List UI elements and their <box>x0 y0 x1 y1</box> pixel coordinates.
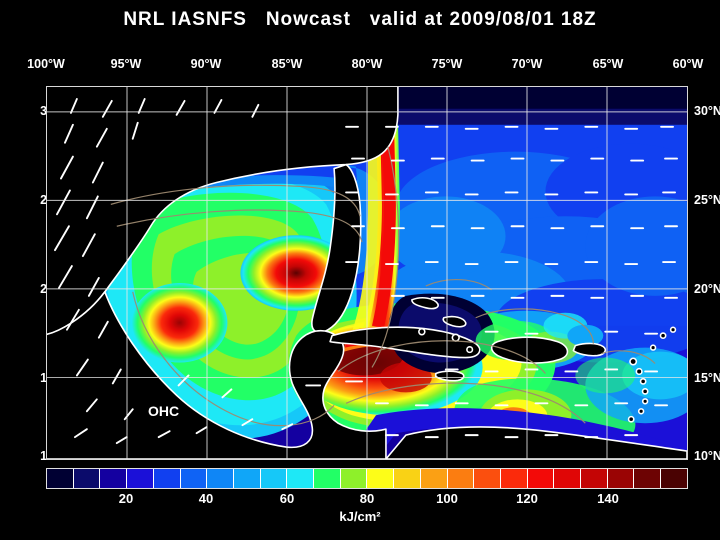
colorbar-swatch-9 <box>287 469 315 488</box>
colorbar-tick-140: 140 <box>597 491 619 506</box>
colorbar-tick-100: 100 <box>436 491 458 506</box>
colorbar-tick-20: 20 <box>118 491 134 506</box>
ohc-map-plot[interactable]: OHC <box>46 86 688 460</box>
colorbar-swatch-2 <box>100 469 128 488</box>
ohc-field-label: OHC <box>148 403 180 419</box>
lon-tick-90w: 90°W <box>190 57 222 71</box>
lon-tick-70w: 70°W <box>511 57 543 71</box>
lon-tick-85w: 85°W <box>271 57 303 71</box>
coastline-land-layer <box>47 87 687 459</box>
lat-tick-15n-right: 15°N <box>694 371 720 385</box>
colorbar-swatch-5 <box>180 469 208 488</box>
colorbar-swatch-16 <box>474 469 501 488</box>
colorbar-swatch-14 <box>420 469 448 488</box>
colorbar-swatch-21 <box>607 469 635 488</box>
lat-tick-20n-right: 20°N <box>694 282 720 296</box>
lon-tick-100w: 100°W <box>27 57 65 71</box>
colorbar-swatch-3 <box>127 469 154 488</box>
colorbar-swatch-12 <box>367 469 395 488</box>
colorbar-swatch-7 <box>233 469 261 488</box>
ohc-colorbar[interactable] <box>46 468 688 489</box>
lon-tick-80w: 80°W <box>351 57 383 71</box>
lon-tick-75w: 75°W <box>431 57 463 71</box>
colorbar-swatch-13 <box>394 469 421 488</box>
lat-tick-30n-right: 30°N <box>694 104 720 118</box>
lat-tick-25n-right: 25°N <box>694 193 720 207</box>
colorbar-swatch-22 <box>634 469 662 488</box>
figure-title: NRL IASNFS Nowcast valid at 2009/08/01 1… <box>123 9 597 30</box>
colorbar-swatch-4 <box>153 469 181 488</box>
colorbar-swatch-15 <box>447 469 475 488</box>
colorbar-tick-80: 80 <box>359 491 375 506</box>
bathymetry-contour-layer <box>47 87 687 459</box>
colorbar-swatch-10 <box>314 469 341 488</box>
colorbar-swatch-0 <box>47 469 74 488</box>
colorbar-swatch-1 <box>73 469 101 488</box>
colorbar-swatch-11 <box>340 469 368 488</box>
lat-tick-10n-right: 10°N <box>694 449 720 463</box>
colorbar-swatch-23 <box>661 469 687 488</box>
colorbar-swatch-6 <box>207 469 234 488</box>
lon-tick-60w: 60°W <box>672 57 704 71</box>
colorbar-tick-40: 40 <box>198 491 214 506</box>
colorbar-swatch-17 <box>500 469 528 488</box>
colorbar-tick-120: 120 <box>516 491 538 506</box>
colorbar-swatch-8 <box>260 469 288 488</box>
map-gridlines <box>47 87 687 459</box>
colorbar-swatch-19 <box>554 469 582 488</box>
lon-tick-95w: 95°W <box>110 57 142 71</box>
colorbar-swatch-20 <box>581 469 608 488</box>
lon-tick-65w: 65°W <box>592 57 624 71</box>
colorbar-swatch-18 <box>527 469 555 488</box>
colorbar-unit-label: kJ/cm² <box>339 509 381 524</box>
colorbar-tick-60: 60 <box>279 491 295 506</box>
current-vector-layer <box>47 87 687 459</box>
